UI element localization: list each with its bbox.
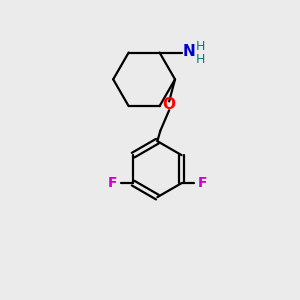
Text: H: H xyxy=(196,40,205,52)
Text: F: F xyxy=(107,176,117,190)
Text: F: F xyxy=(198,176,207,190)
Text: O: O xyxy=(163,97,176,112)
Text: H: H xyxy=(196,52,205,65)
Text: N: N xyxy=(183,44,196,59)
